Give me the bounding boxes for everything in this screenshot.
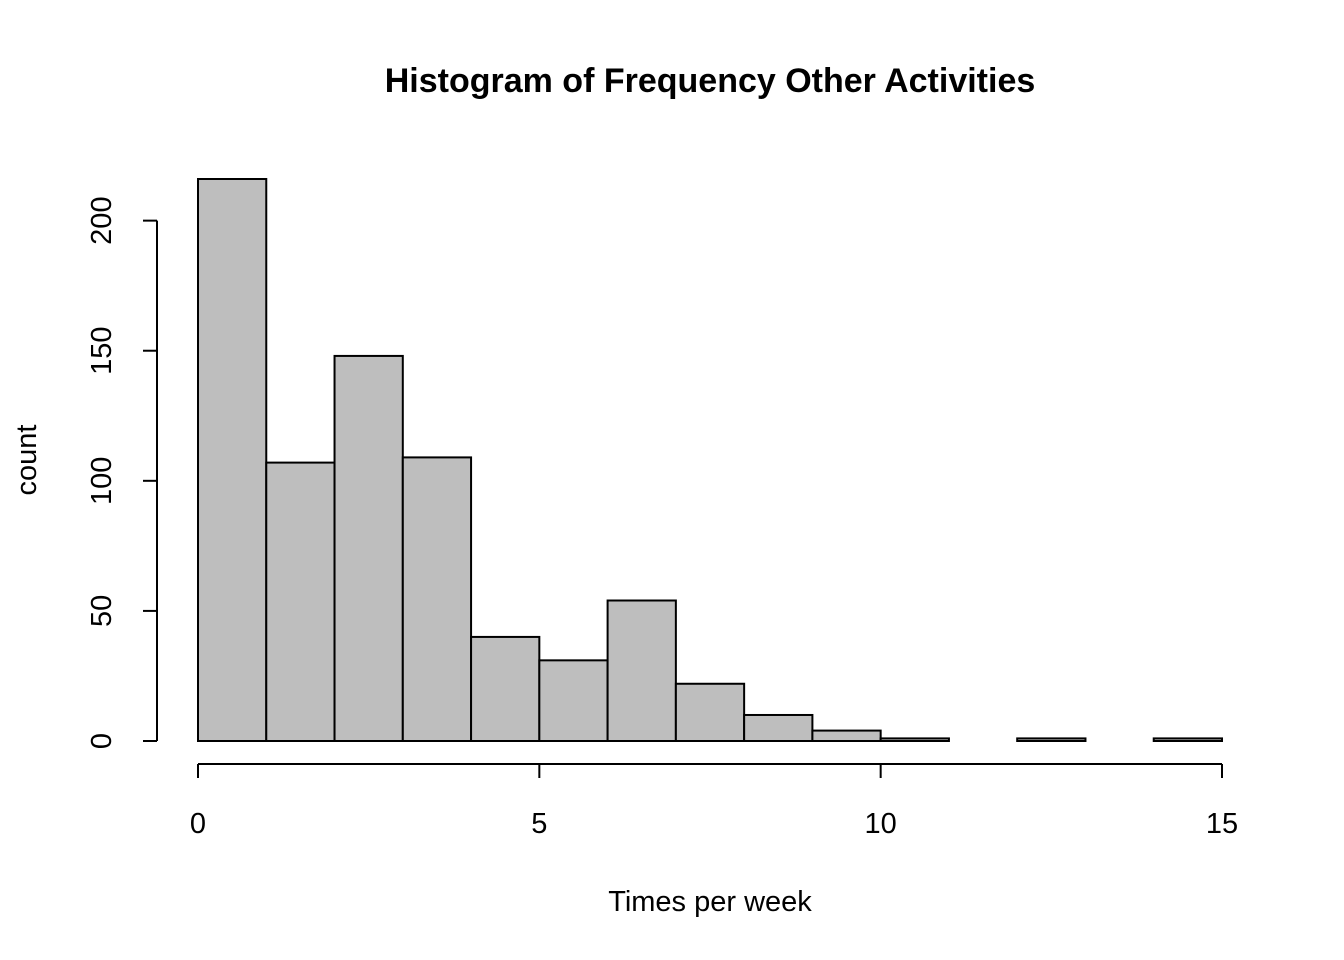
y-axis-label: count (11, 425, 43, 496)
histogram-bar (197, 178, 268, 742)
histogram-bar (674, 682, 746, 743)
y-tick-label: 150 (86, 327, 118, 375)
x-axis-label: Times per week (608, 886, 812, 918)
histogram-bar (879, 737, 950, 742)
histogram-bar (333, 354, 404, 742)
histogram-bar (811, 729, 882, 742)
x-tick-label: 10 (865, 808, 897, 840)
chart-title: Histogram of Frequency Other Activities (385, 62, 1036, 100)
histogram-bar (470, 635, 541, 742)
x-tick-label: 5 (531, 808, 547, 840)
histogram-bar (743, 713, 814, 743)
x-tick-label: 0 (190, 808, 206, 840)
x-axis: 0 5 10 15 (190, 763, 1238, 840)
histogram-bar (401, 456, 473, 742)
y-tick-label: 100 (86, 457, 118, 505)
y-tick-label: 200 (86, 196, 118, 244)
y-axis: 0 50 100 150 200 (86, 196, 158, 749)
bars-group (197, 178, 1223, 743)
histogram-bar (1152, 737, 1223, 742)
x-tick-label: 15 (1206, 808, 1238, 840)
histogram-bar (606, 599, 677, 742)
histogram-bar (1016, 737, 1087, 742)
y-tick-label: 0 (86, 733, 118, 749)
histogram-bar (265, 461, 336, 742)
y-tick-label: 50 (86, 595, 118, 627)
histogram-bar (538, 659, 609, 742)
